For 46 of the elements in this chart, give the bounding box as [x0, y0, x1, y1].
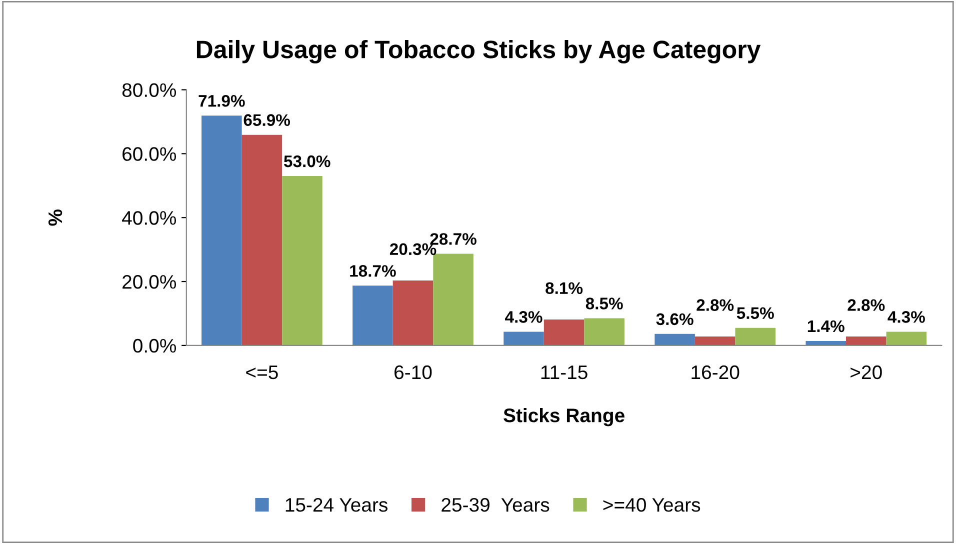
bar — [735, 328, 776, 346]
x-tick-label: <=5 — [246, 366, 278, 380]
data-label: 5.5% — [736, 307, 774, 320]
bar — [202, 116, 242, 346]
data-label: 4.3% — [505, 311, 542, 323]
data-label: 53.0% — [284, 155, 330, 168]
bar — [654, 334, 695, 346]
bar — [504, 332, 544, 346]
bar — [694, 336, 736, 346]
y-tick-label: 80.0% — [122, 83, 176, 97]
x-tick-label: >20 — [850, 365, 882, 380]
data-label: 8.1% — [546, 282, 583, 294]
data-label: 3.6% — [656, 313, 694, 326]
x-tick-label: 16-20 — [692, 365, 740, 380]
bar — [282, 176, 322, 346]
x-axis-title: Sticks Range — [504, 408, 624, 426]
bar — [886, 332, 927, 346]
bar — [392, 280, 434, 346]
bar — [242, 134, 282, 346]
chart-title: Daily Usage of Tobacco Sticks by Age Category — [196, 40, 761, 64]
data-label: 2.8% — [696, 299, 734, 311]
y-tick-label: 40.0% — [122, 211, 176, 225]
legend-label: 25-39 Years — [442, 498, 550, 512]
bar — [352, 286, 393, 346]
data-label: 1.4% — [808, 320, 844, 332]
data-label: 65.9% — [244, 114, 290, 126]
bar — [584, 318, 624, 346]
data-label: 28.7% — [430, 233, 476, 245]
y-tick-label: 20.0% — [122, 274, 176, 289]
y-tick-label: 0.0% — [133, 338, 176, 353]
data-label: 8.5% — [586, 298, 623, 310]
y-axis-title: % — [48, 209, 62, 226]
data-label: 18.7% — [350, 265, 396, 277]
x-tick-label: 6-10 — [394, 365, 432, 380]
bar — [806, 340, 846, 346]
bar — [846, 336, 886, 346]
legend-label: 15-24 Years — [286, 498, 388, 512]
legend-label: >=40 Years — [603, 498, 700, 512]
bar — [433, 254, 474, 346]
data-label: 71.9% — [198, 94, 245, 107]
x-tick-label: 11-15 — [541, 366, 588, 380]
data-label: 4.3% — [888, 311, 925, 323]
data-label: 2.8% — [848, 299, 885, 311]
bar — [544, 320, 584, 346]
y-tick-label: 60.0% — [122, 147, 176, 161]
data-label: 20.3% — [390, 243, 436, 256]
